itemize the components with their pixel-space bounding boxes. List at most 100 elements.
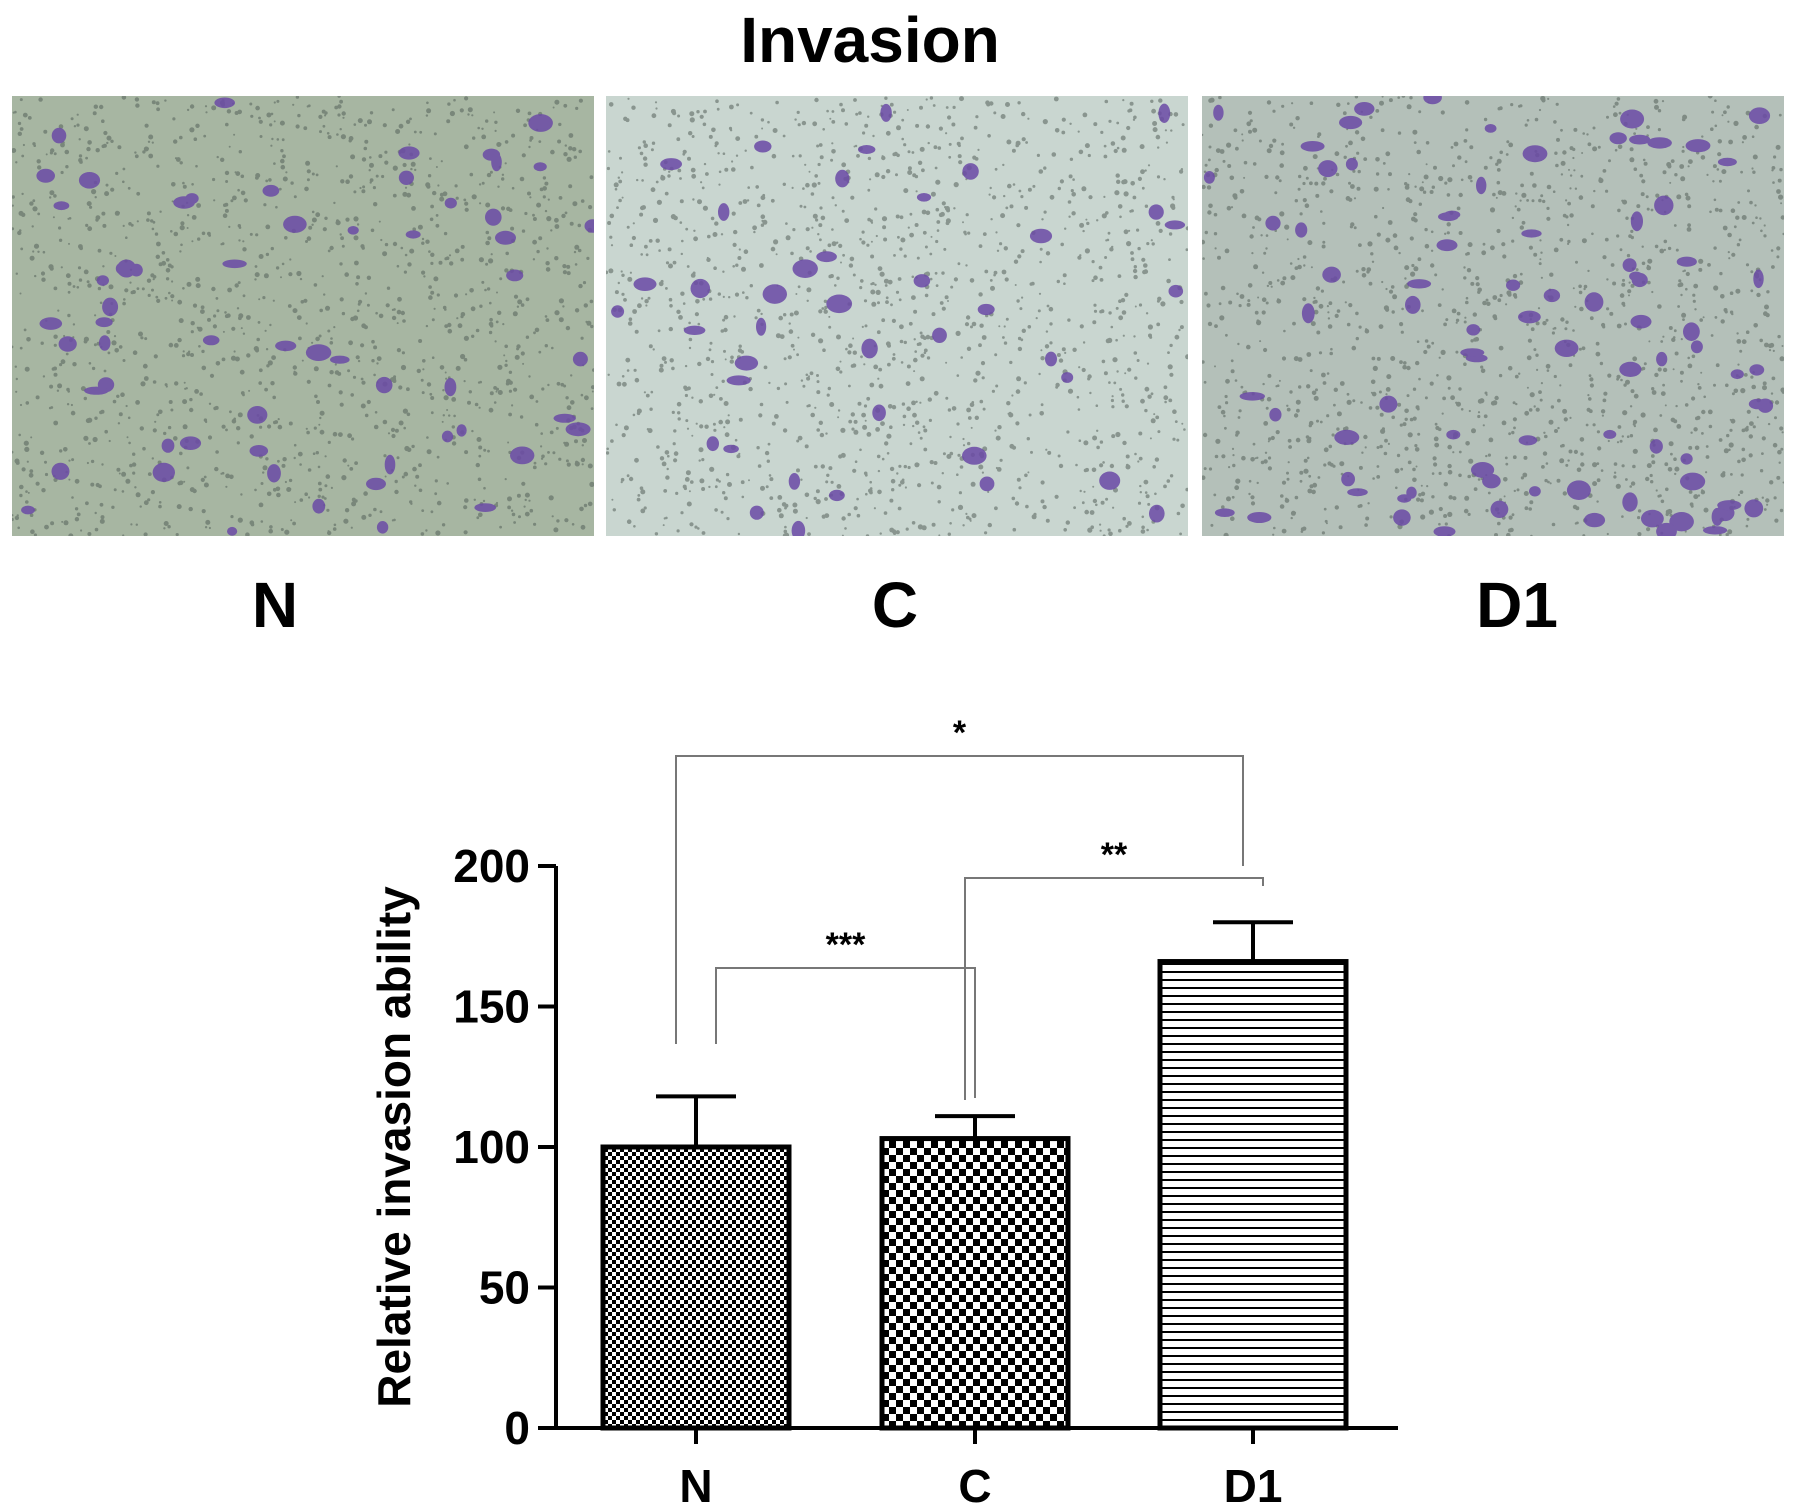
membrane-pore <box>122 180 125 184</box>
membrane-pore <box>487 236 492 241</box>
membrane-pore <box>527 111 532 116</box>
membrane-pore <box>1149 437 1152 440</box>
membrane-pore <box>693 229 696 232</box>
membrane-pore <box>224 170 230 176</box>
membrane-pore <box>1425 141 1430 145</box>
membrane-pore <box>92 111 97 116</box>
membrane-pore <box>1475 276 1480 281</box>
membrane-pore <box>31 225 34 228</box>
membrane-pore <box>1147 502 1151 506</box>
membrane-pore <box>1770 249 1774 252</box>
membrane-pore <box>255 173 261 178</box>
membrane-pore <box>1006 401 1011 406</box>
membrane-pore <box>667 454 670 458</box>
stained-cell <box>39 317 63 330</box>
membrane-pore <box>984 531 988 535</box>
membrane-pore <box>1781 389 1784 394</box>
membrane-pore <box>439 192 444 197</box>
membrane-pore <box>1674 351 1679 356</box>
membrane-pore <box>1357 169 1361 174</box>
membrane-pore <box>430 252 435 257</box>
membrane-pore <box>138 331 143 337</box>
membrane-pore <box>1630 389 1635 394</box>
membrane-pore <box>1087 153 1091 158</box>
membrane-pore <box>1387 188 1390 191</box>
membrane-pore <box>1741 457 1746 463</box>
membrane-pore <box>1729 291 1734 295</box>
membrane-pore <box>627 97 630 100</box>
membrane-pore <box>1264 174 1269 179</box>
membrane-pore <box>723 426 726 429</box>
membrane-pore <box>1263 347 1268 353</box>
membrane-pore <box>1477 287 1482 293</box>
membrane-pore <box>661 356 667 361</box>
membrane-pore <box>1093 309 1098 313</box>
membrane-pore <box>373 424 379 430</box>
membrane-pore <box>140 336 144 340</box>
membrane-pore <box>36 159 41 164</box>
membrane-pore <box>688 321 691 325</box>
membrane-pore <box>508 370 513 374</box>
membrane-pore <box>63 520 69 526</box>
membrane-pore <box>907 465 911 470</box>
membrane-pore <box>231 326 236 331</box>
membrane-pore <box>1508 515 1513 520</box>
membrane-pore <box>72 285 76 288</box>
membrane-pore <box>1534 117 1539 122</box>
membrane-pore <box>182 399 188 405</box>
membrane-pore <box>931 312 936 317</box>
membrane-pore <box>1374 214 1378 219</box>
membrane-pore <box>813 496 817 501</box>
membrane-pore <box>367 119 372 125</box>
membrane-pore <box>19 484 24 490</box>
membrane-pore <box>726 517 730 521</box>
membrane-pore <box>1468 458 1474 464</box>
membrane-pore <box>1710 334 1714 337</box>
membrane-pore <box>1781 345 1784 347</box>
membrane-pore <box>1621 301 1626 306</box>
membrane-pore <box>1003 246 1008 251</box>
membrane-pore <box>430 510 434 514</box>
membrane-pore <box>95 215 101 220</box>
stained-cell <box>1300 141 1325 152</box>
membrane-pore <box>1720 294 1725 299</box>
membrane-pore <box>276 492 281 498</box>
membrane-pore <box>144 337 148 341</box>
membrane-pore <box>280 276 282 279</box>
membrane-pore <box>667 174 671 178</box>
membrane-pore <box>212 177 216 182</box>
membrane-pore <box>923 428 928 433</box>
membrane-pore <box>344 508 350 513</box>
membrane-pore <box>998 325 1001 328</box>
membrane-pore <box>1016 223 1021 228</box>
membrane-pore <box>87 226 93 232</box>
membrane-pore <box>1480 365 1484 369</box>
stained-cell <box>1045 351 1057 367</box>
membrane-pore <box>1487 453 1491 457</box>
membrane-pore <box>977 148 980 151</box>
membrane-pore <box>540 457 544 460</box>
membrane-pore <box>1275 385 1278 388</box>
membrane-pore <box>1381 427 1385 431</box>
membrane-pore <box>816 390 821 395</box>
membrane-pore <box>1690 431 1693 434</box>
membrane-pore <box>1433 436 1439 442</box>
membrane-pore <box>280 528 284 531</box>
membrane-pore <box>873 507 876 510</box>
membrane-pore <box>626 474 630 478</box>
membrane-pore <box>853 145 856 148</box>
membrane-pore <box>237 517 243 523</box>
membrane-pore <box>1278 379 1281 382</box>
membrane-pore <box>1630 481 1636 486</box>
membrane-pore <box>189 487 195 493</box>
membrane-pore <box>618 179 623 184</box>
membrane-pore <box>554 224 560 229</box>
membrane-pore <box>1678 282 1684 287</box>
membrane-pore <box>1226 205 1232 211</box>
membrane-pore <box>103 130 108 136</box>
membrane-pore <box>88 442 91 445</box>
membrane-pore <box>476 516 480 520</box>
membrane-pore <box>1533 348 1537 352</box>
membrane-pore <box>1752 170 1756 174</box>
membrane-pore <box>339 99 343 104</box>
